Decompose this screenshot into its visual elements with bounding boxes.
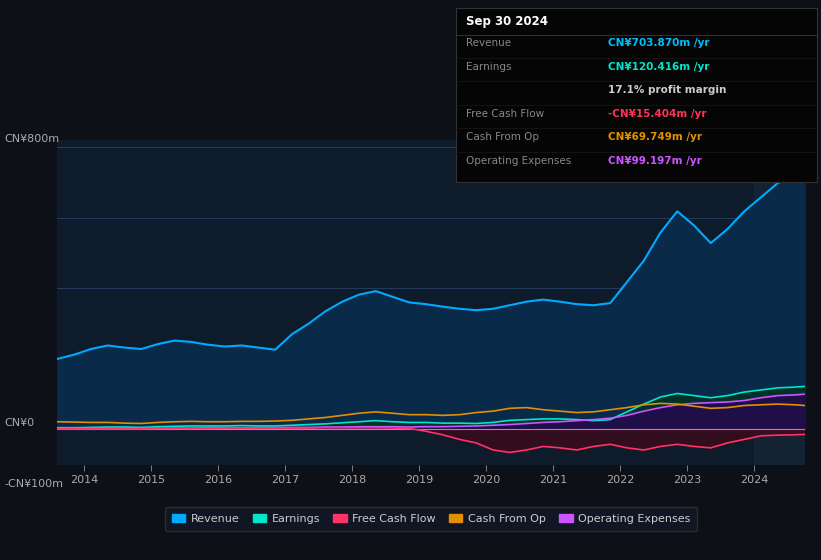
Text: CN¥703.870m /yr: CN¥703.870m /yr [608,38,709,48]
Text: CN¥800m: CN¥800m [4,134,59,144]
Text: 17.1% profit margin: 17.1% profit margin [608,85,726,95]
Legend: Revenue, Earnings, Free Cash Flow, Cash From Op, Operating Expenses: Revenue, Earnings, Free Cash Flow, Cash … [165,507,697,531]
Text: Free Cash Flow: Free Cash Flow [466,109,544,119]
Text: Revenue: Revenue [466,38,511,48]
Text: CN¥120.416m /yr: CN¥120.416m /yr [608,62,709,72]
Text: CN¥99.197m /yr: CN¥99.197m /yr [608,156,701,166]
Text: CN¥69.749m /yr: CN¥69.749m /yr [608,132,701,142]
Text: Operating Expenses: Operating Expenses [466,156,571,166]
Text: Earnings: Earnings [466,62,511,72]
Text: -CN¥100m: -CN¥100m [4,479,63,489]
Bar [754,140,805,465]
Text: CN¥0: CN¥0 [4,418,34,428]
Text: Cash From Op: Cash From Op [466,132,539,142]
Text: -CN¥15.404m /yr: -CN¥15.404m /yr [608,109,706,119]
Text: Sep 30 2024: Sep 30 2024 [466,15,548,28]
